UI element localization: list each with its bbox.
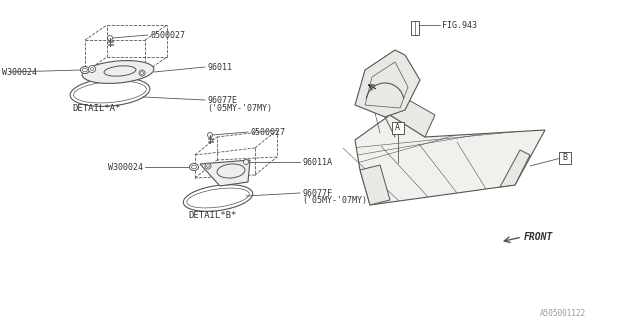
Text: A505001122: A505001122	[540, 309, 586, 318]
Polygon shape	[355, 115, 545, 205]
Text: DETAIL*B*: DETAIL*B*	[188, 211, 236, 220]
Text: 0500027: 0500027	[150, 30, 185, 39]
Polygon shape	[360, 165, 390, 205]
Ellipse shape	[189, 164, 198, 171]
Text: FRONT: FRONT	[524, 232, 554, 242]
Polygon shape	[390, 95, 435, 137]
Text: 96077F: 96077F	[302, 188, 332, 197]
Text: FIG.943: FIG.943	[442, 20, 477, 29]
FancyBboxPatch shape	[559, 151, 570, 164]
FancyBboxPatch shape	[411, 21, 419, 35]
Text: ('05MY-'07MY): ('05MY-'07MY)	[207, 103, 272, 113]
Ellipse shape	[82, 60, 154, 84]
FancyBboxPatch shape	[392, 122, 403, 133]
Text: 96077E: 96077E	[207, 95, 237, 105]
Text: A: A	[395, 123, 400, 132]
Polygon shape	[200, 160, 250, 186]
Text: W300024: W300024	[2, 68, 37, 76]
Ellipse shape	[70, 78, 150, 106]
Text: DETAIL*A*: DETAIL*A*	[72, 103, 120, 113]
Ellipse shape	[183, 185, 253, 211]
Circle shape	[88, 66, 95, 73]
Polygon shape	[500, 150, 530, 187]
Text: B: B	[562, 153, 567, 162]
Circle shape	[139, 70, 145, 76]
Text: 0500027: 0500027	[250, 127, 285, 137]
Text: 96011A: 96011A	[302, 157, 332, 166]
Circle shape	[205, 163, 211, 169]
Circle shape	[243, 159, 248, 164]
Text: 96011: 96011	[207, 62, 232, 71]
Ellipse shape	[81, 67, 90, 74]
Text: W300024: W300024	[108, 163, 143, 172]
Polygon shape	[355, 50, 420, 117]
Text: ('05MY-'07MY): ('05MY-'07MY)	[302, 196, 367, 205]
